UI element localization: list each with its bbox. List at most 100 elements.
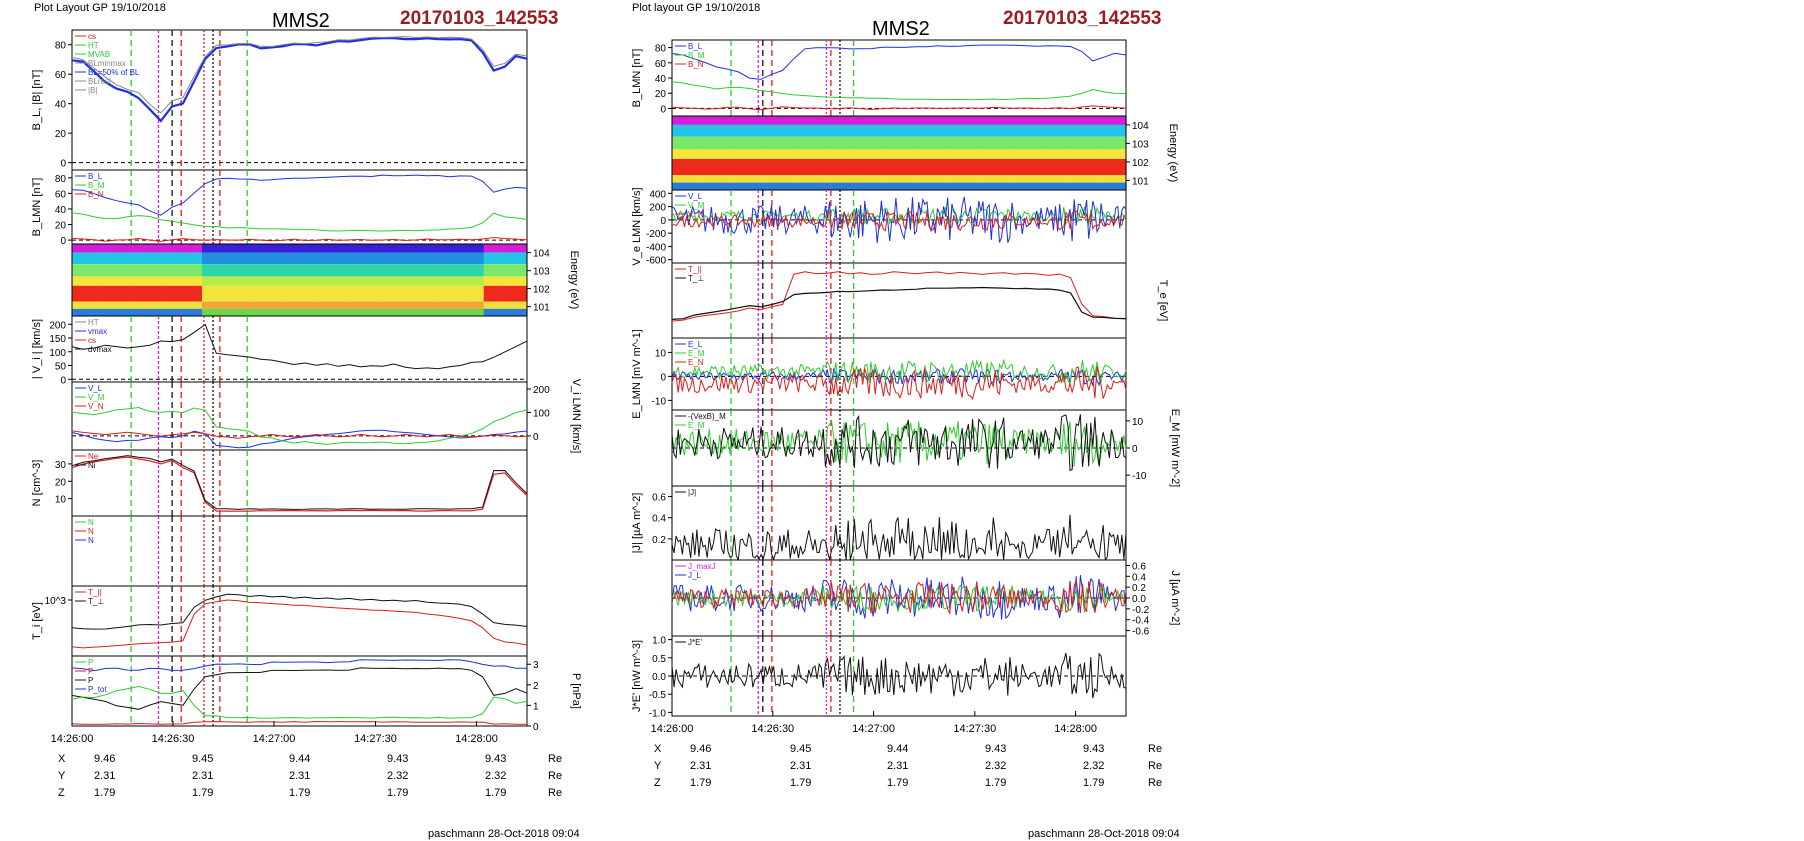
spectrogram-cell [494, 285, 506, 302]
spectrogram-cell [267, 301, 279, 309]
spectrogram-cell [780, 158, 792, 176]
spectrogram-cell [823, 116, 835, 125]
spectrogram-cell [1017, 182, 1030, 190]
ytick-label: 0 [533, 722, 539, 733]
spectrogram-cell [1061, 116, 1073, 125]
spectrogram-cell [451, 301, 463, 309]
spectrogram-cell [386, 244, 398, 253]
spectrogram-cell [855, 136, 868, 150]
spectrogram-cell [963, 149, 976, 159]
spectrogram-cell [953, 175, 965, 183]
ytick-label: 102 [533, 285, 550, 296]
ytick-label: 0 [60, 375, 66, 386]
spectrogram-cell [1039, 124, 1051, 137]
spectrogram-cell [505, 276, 517, 286]
legend-label: -(VexB)_M [688, 412, 726, 421]
spectrogram-cell [909, 124, 922, 137]
spectrogram-cell [191, 252, 203, 265]
ytick-label: 0.0 [1132, 594, 1146, 605]
legend-label: N [88, 527, 94, 536]
coord-value: 1.79 [985, 777, 1006, 789]
spectrogram-cell [93, 276, 106, 286]
coord-row-label: Y [654, 760, 662, 772]
spectrogram-cell [115, 285, 127, 302]
spectrogram-cell [451, 264, 463, 277]
coord-unit: Re [548, 753, 562, 765]
spectrogram-cell [288, 276, 301, 286]
spectrogram-cell [909, 175, 922, 183]
spectrogram-cell [245, 244, 257, 253]
legend-label: Ni [88, 461, 96, 470]
spectrogram-cell [736, 116, 749, 125]
spectrogram-cell [299, 301, 311, 309]
spectrogram-cell [1007, 116, 1019, 125]
ytick-label: 0 [1132, 444, 1138, 455]
legend-label: N [88, 536, 94, 545]
spectrogram-cell [429, 244, 441, 253]
spectrogram-cell [180, 244, 192, 253]
spectrogram-cell [516, 264, 528, 277]
spectrogram-cell [963, 116, 976, 125]
spectrogram-cell [715, 149, 727, 159]
spectrogram-cell [115, 301, 127, 309]
spectrogram-cell [769, 124, 781, 137]
spectrogram-cell [386, 301, 398, 309]
spectrogram-cell [953, 182, 965, 190]
spectrogram-cell [823, 182, 835, 190]
series-line [671, 579, 1127, 616]
legend-label: J_L [688, 571, 701, 580]
spectrogram-cell [769, 182, 781, 190]
spectrogram-cell [180, 252, 192, 265]
series-line [71, 36, 528, 123]
spectrogram-cell [505, 301, 517, 309]
spectrogram-cell [93, 252, 106, 265]
spectrogram-cell [1007, 175, 1019, 183]
spectrogram-cell [462, 301, 474, 309]
spectrogram-cell [288, 244, 301, 253]
panel-frame [71, 169, 528, 245]
series-line [71, 455, 528, 510]
legend-label: V_M [688, 201, 705, 210]
series-line [671, 286, 1127, 320]
spectrogram-cell [418, 252, 431, 265]
spectrogram-cell [920, 158, 932, 176]
spectrogram-cell [288, 285, 301, 302]
ytick-label: 20 [55, 477, 67, 488]
panel-7: 0.2 0.4 0.6 |J| [µA m^-2] |J| [631, 485, 1127, 562]
spectrogram-cell [212, 285, 225, 302]
spectrogram-cell [1072, 149, 1084, 159]
coord-value: 9.43 [1083, 743, 1104, 755]
spectrogram-cell [985, 158, 997, 176]
spectrogram-cell [310, 285, 322, 302]
spectrogram-cell [985, 175, 997, 183]
spectrogram-cell [169, 264, 181, 277]
spectrogram-cell [715, 116, 727, 125]
spectrogram-cell [672, 158, 684, 176]
spectrogram-cell [909, 136, 922, 150]
spectrogram-cell [299, 252, 311, 265]
ytick-label: 20 [655, 89, 667, 100]
panel-frame [71, 29, 528, 171]
spectrogram-cell [953, 124, 965, 137]
series-line [671, 575, 1127, 620]
spectrogram-cell [758, 116, 770, 125]
spectrogram-cell [1093, 124, 1105, 137]
spectrogram-cell [158, 308, 171, 316]
panel-frame [71, 315, 528, 383]
spectrogram-cell [855, 175, 868, 183]
legend-label: |B| [88, 86, 98, 95]
spectrogram-cell [375, 308, 387, 316]
spectrogram-cell [801, 149, 814, 159]
spectrogram-cell [516, 276, 528, 286]
spectrogram-cell [202, 276, 214, 286]
spectrogram-cell [126, 244, 138, 253]
spectrogram-cell [288, 264, 301, 277]
panel-ylabel: J*E' [nW m^-3] [631, 640, 643, 712]
spectrogram-cell [704, 116, 716, 125]
spectrogram-cell [451, 244, 463, 253]
coord-value: 9.44 [887, 743, 908, 755]
spectrogram-cell [758, 136, 770, 150]
right-footer: paschmann 28-Oct-2018 09:04 [1028, 828, 1180, 840]
spectrogram-cell [1028, 124, 1041, 137]
